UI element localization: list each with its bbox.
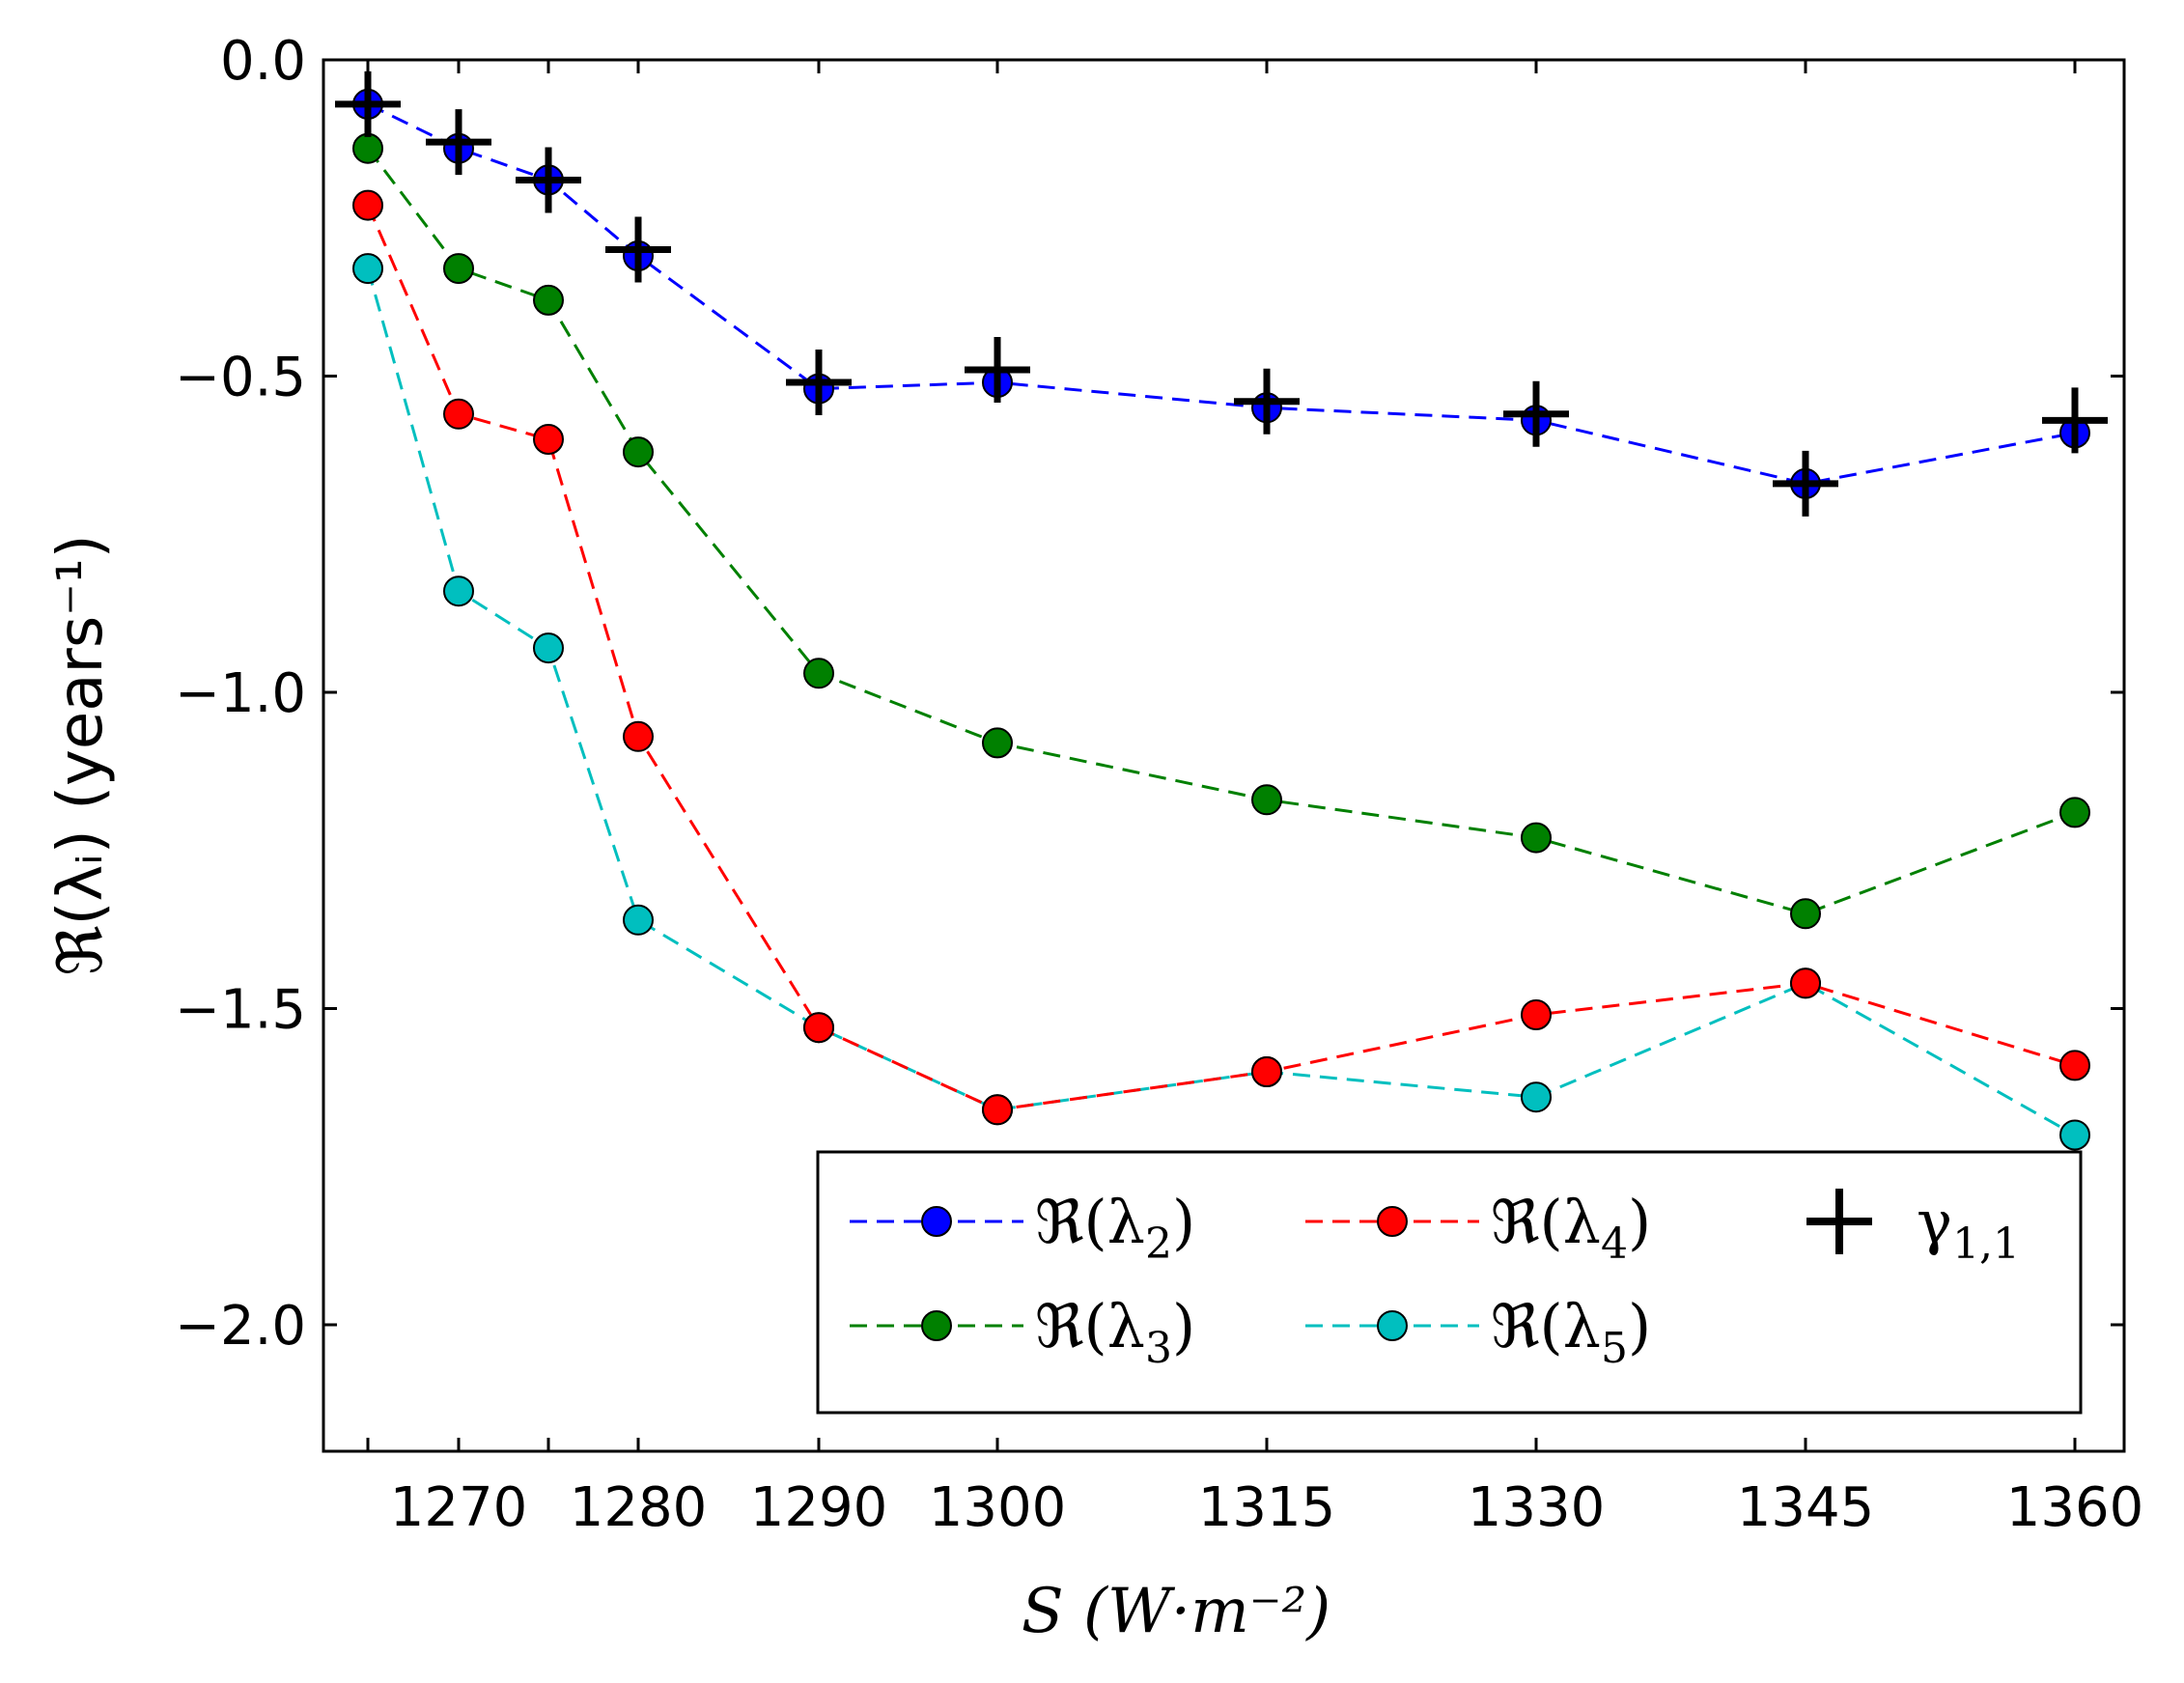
- legend-label: ℜ(λ5): [1491, 1291, 1651, 1373]
- legend-label-main: ℜ(λ: [1491, 1291, 1601, 1361]
- data-point: [533, 284, 564, 316]
- x-tick-label: 1315: [1198, 1476, 1336, 1539]
- data-point: [2059, 1050, 2090, 1081]
- data-point: [982, 727, 1013, 759]
- series-layer: [335, 70, 2108, 1151]
- data-point: [533, 632, 564, 664]
- x-tick-label: 1345: [1737, 1476, 1875, 1539]
- legend-label-sub: 1,1: [1952, 1220, 2020, 1269]
- data-point: [443, 575, 474, 607]
- plus-marker: [2042, 387, 2108, 454]
- series-line: [367, 102, 2076, 486]
- data-point: [533, 424, 564, 455]
- series-line: [366, 147, 2076, 915]
- series-line: [366, 205, 2076, 1111]
- plus-marker: [516, 147, 581, 213]
- series-2: [352, 132, 2090, 930]
- legend-marker: [1377, 1310, 1408, 1341]
- x-axis-label: S (W·m⁻²): [1022, 1576, 1330, 1647]
- legend-entry: ℜ(λ3): [850, 1291, 1195, 1373]
- legend-label-sub: 4: [1601, 1220, 1628, 1269]
- data-point: [443, 253, 474, 285]
- legend-label-main: ℜ(λ: [1491, 1187, 1601, 1257]
- x-tick-label: 1270: [390, 1476, 528, 1539]
- legend-box: [816, 1150, 2083, 1415]
- plot-frame: [322, 58, 2126, 1453]
- data-point: [1790, 968, 1821, 999]
- data-point: [623, 904, 654, 936]
- legend-label-sub: 2: [1145, 1220, 1172, 1269]
- x-tick-label: 1330: [1468, 1476, 1606, 1539]
- x-tick-label: 1360: [2006, 1476, 2144, 1539]
- plus-marker: [605, 216, 671, 283]
- legend-marker: [921, 1206, 952, 1237]
- legend-entry: ℜ(λ4): [1305, 1187, 1651, 1269]
- legend-label-main: ℜ(λ: [1035, 1187, 1145, 1257]
- plus-marker: [1773, 450, 1838, 517]
- legend-label: ℜ(λ2): [1035, 1187, 1195, 1269]
- data-point: [623, 720, 654, 752]
- data-point: [1251, 784, 1282, 816]
- plus-marker: [786, 350, 852, 416]
- x-tick-label: 1290: [750, 1476, 888, 1539]
- plus-marker: [335, 70, 401, 137]
- legend-label-tail: ): [1172, 1291, 1195, 1361]
- data-point: [443, 398, 474, 430]
- legend-label: γ1,1: [1917, 1187, 2020, 1269]
- plus-marker: [1234, 368, 1300, 435]
- data-point: [1790, 898, 1821, 930]
- plus-marker: [426, 109, 491, 176]
- plus-marker: [965, 336, 1030, 403]
- y-tick-label: −2.0: [175, 1295, 306, 1358]
- series-5: [335, 70, 2108, 517]
- legend-marker: [921, 1310, 952, 1341]
- x-tick-label: 1280: [570, 1476, 708, 1539]
- x-tick-label: 1300: [929, 1476, 1067, 1539]
- legend-label-sub: 3: [1145, 1324, 1172, 1373]
- plus-marker: [1503, 380, 1569, 447]
- data-point: [982, 1094, 1013, 1126]
- data-point: [1521, 1081, 1552, 1113]
- data-point: [1521, 999, 1552, 1030]
- legend-label-tail: ): [1628, 1187, 1651, 1257]
- data-point: [352, 189, 383, 221]
- legend-label: ℜ(λ4): [1491, 1187, 1651, 1269]
- y-tick-label: −0.5: [175, 347, 306, 409]
- series-3: [352, 189, 2090, 1126]
- data-point: [352, 132, 383, 164]
- series-line: [366, 267, 2076, 1136]
- legend-label: ℜ(λ3): [1035, 1291, 1195, 1373]
- legend-entry: ℜ(λ5): [1305, 1291, 1651, 1373]
- legend-entry: ℜ(λ2): [850, 1187, 1195, 1269]
- y-axis-label: ℜ(λᵢ) (years⁻¹): [45, 534, 117, 975]
- data-point: [1251, 1056, 1282, 1087]
- legend-label-main: γ: [1917, 1187, 1952, 1257]
- data-point: [1521, 822, 1552, 854]
- data-point: [803, 658, 834, 689]
- data-point: [2059, 797, 2090, 828]
- legend-label-tail: ): [1172, 1187, 1195, 1257]
- y-tick-label: −1.5: [175, 979, 306, 1042]
- data-point: [803, 1012, 834, 1044]
- legend-marker: [1377, 1206, 1408, 1237]
- y-tick-label: 0.0: [220, 30, 306, 93]
- legend-label-sub: 5: [1601, 1324, 1628, 1373]
- legend-label-tail: ): [1628, 1291, 1651, 1361]
- legend: ℜ(λ2) ℜ(λ4) γ1,1ℜ(λ3) ℜ(λ5): [816, 1150, 2083, 1415]
- y-tick-label: −1.0: [175, 662, 306, 725]
- legend-entry: γ1,1: [1806, 1187, 2020, 1269]
- data-point: [352, 253, 383, 285]
- axes-layer: 0.0 −0.5 −1.0 −1.5 −2.0 1270 1280 1290 1300 1315 1…: [45, 30, 2143, 1647]
- data-point: [623, 436, 654, 468]
- data-point: [2059, 1119, 2090, 1151]
- legend-label-main: ℜ(λ: [1035, 1291, 1145, 1361]
